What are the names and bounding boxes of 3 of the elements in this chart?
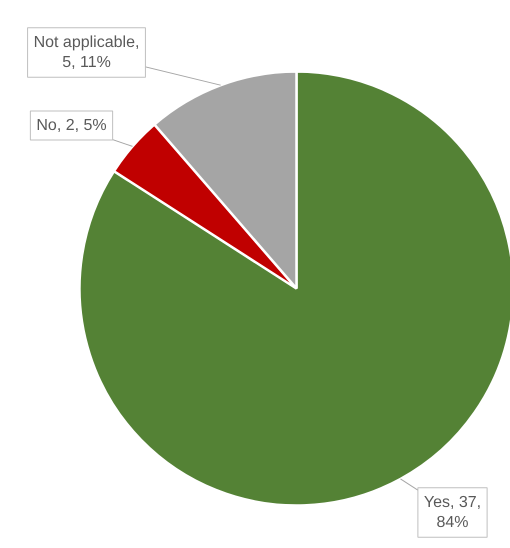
slice-label: No, 2, 5% xyxy=(36,117,107,134)
slice-label: Not applicable, 5, 11% xyxy=(34,34,140,72)
slice-label: Yes, 37, 84% xyxy=(424,494,482,532)
